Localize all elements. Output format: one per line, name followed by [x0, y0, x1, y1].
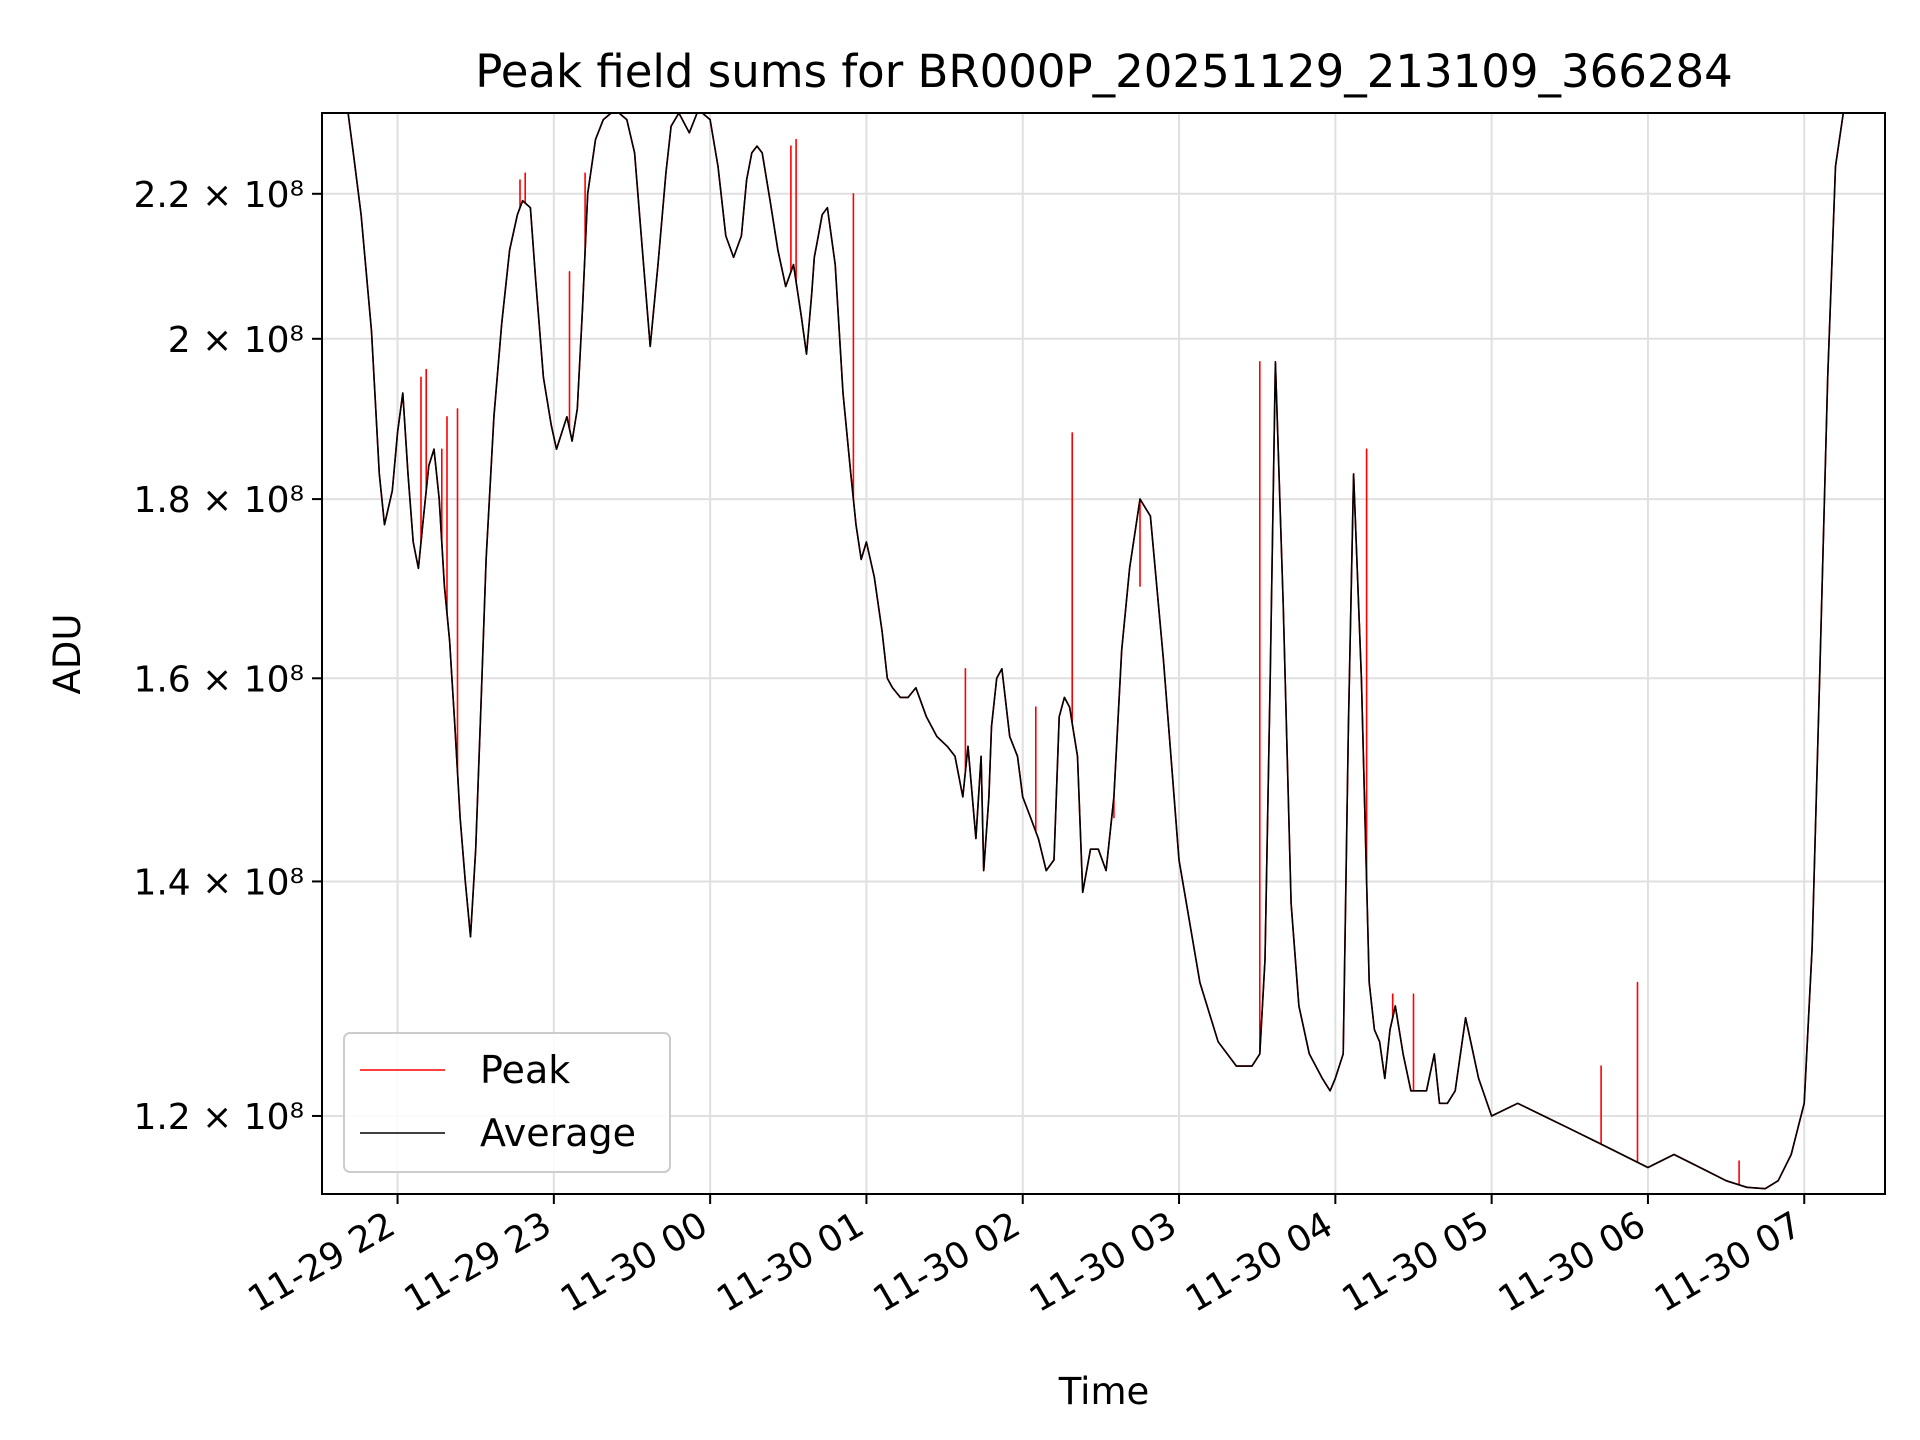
y-tick-label: 2.2 × 10⁸: [133, 175, 304, 216]
x-axis-label: Time: [1058, 1370, 1150, 1413]
y-tick-label: 1.2 × 10⁸: [133, 1097, 304, 1138]
grid-lines: [322, 113, 1885, 1194]
y-tick-label: 1.4 × 10⁸: [133, 862, 304, 903]
y-tick-label: 1.8 × 10⁸: [133, 480, 304, 521]
legend: Peak Average: [343, 1032, 671, 1173]
y-axis-label: ADU: [46, 614, 89, 695]
y-axis: 1.2 × 10⁸ 1.4 × 10⁸ 1.6 × 10⁸ 1.8 × 10⁸ 2 × …: [133, 175, 322, 1138]
legend-box: [343, 1032, 671, 1173]
y-tick-label: 2 × 10⁸: [168, 320, 304, 361]
chart-title: Peak field sums for BR000P_20251129_2131…: [475, 45, 1733, 98]
y-tick-label: 1.6 × 10⁸: [133, 659, 304, 700]
legend-peak-label: Peak: [480, 1048, 570, 1092]
plot-series: [322, 112, 1885, 1190]
plot-frame: [321, 112, 1886, 1195]
average-series-line: [322, 112, 1885, 1190]
legend-average-label: Average: [480, 1111, 636, 1155]
